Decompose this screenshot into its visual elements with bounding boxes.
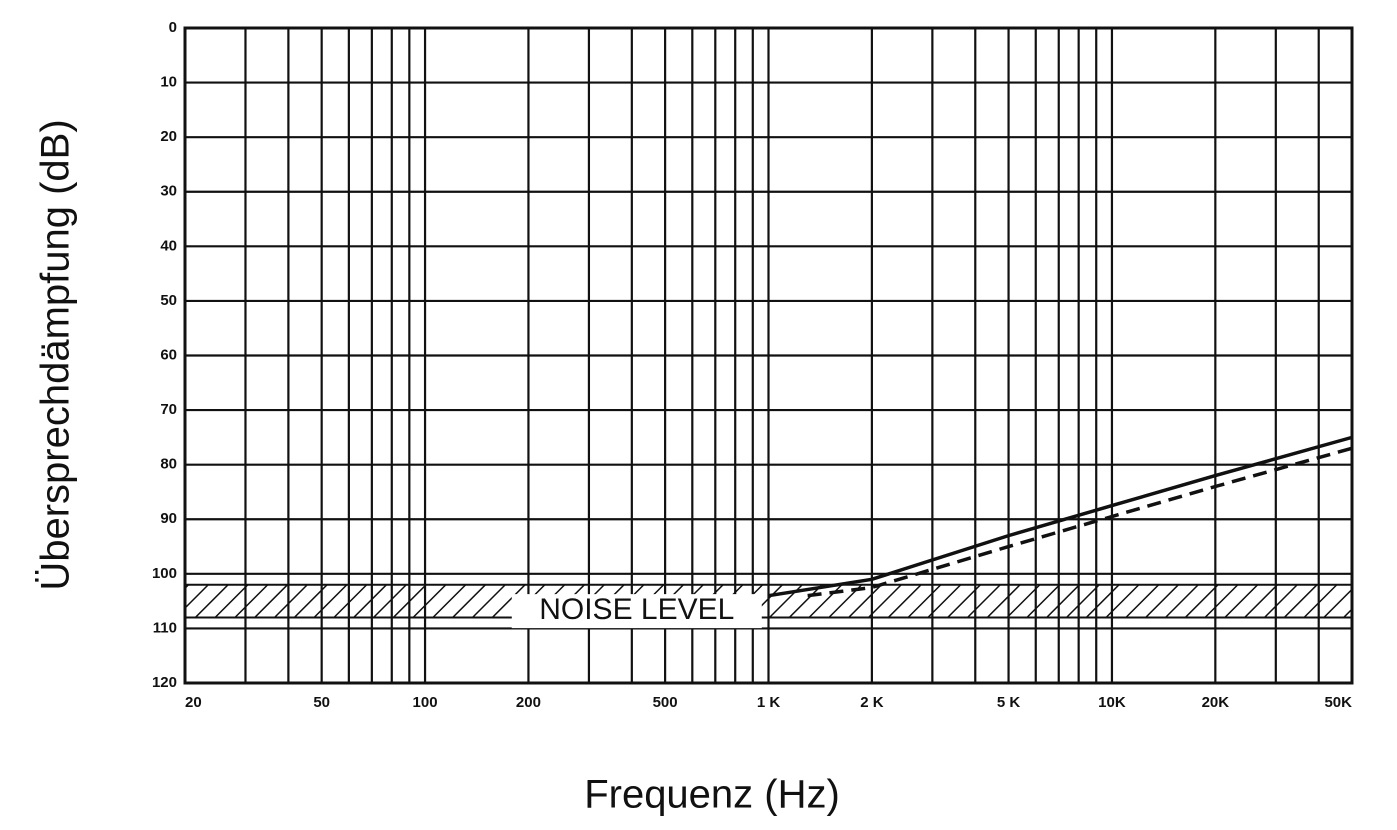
x-tick-label: 5 K [997, 694, 1021, 711]
noise-label: NOISE LEVEL [539, 593, 734, 626]
series-line [807, 446, 1353, 598]
x-tick-label: 200 [516, 694, 541, 711]
y-axis-title: Übersprechdämpfung (dB) [34, 119, 78, 590]
plot: 0 10 20 30 40 50 60 70 80 90 100 110 120 20 50 100 200 50… [152, 19, 1354, 711]
x-tick-label: 10K [1098, 694, 1126, 711]
y-tick-label: 60 [160, 346, 177, 363]
x-axis-title: Frequenz (Hz) [584, 773, 840, 817]
y-tick-label: 40 [160, 237, 177, 254]
x-tick-label: 50 [313, 694, 330, 711]
noise-label-bg [511, 594, 762, 629]
y-tick-label: 0 [169, 19, 177, 36]
y-tick-label: 90 [160, 510, 177, 527]
y-tick-label: 50 [160, 292, 177, 309]
y-tick-label: 20 [160, 128, 177, 145]
x-tick-label: 500 [653, 694, 678, 711]
plot-frame [183, 26, 1354, 685]
x-tick-label: 20 [185, 694, 202, 711]
y-tick-label: 70 [160, 401, 177, 418]
x-tick-label: 100 [413, 694, 438, 711]
y-tick-label: 30 [160, 183, 177, 200]
x-tick-label: 1 K [757, 694, 781, 711]
x-tick-label: 2 K [860, 694, 884, 711]
y-tick-label: 110 [153, 619, 177, 636]
x-tick-label: 50K [1324, 694, 1352, 711]
y-tick-label: 100 [152, 565, 177, 582]
x-tick-label: 20K [1202, 694, 1230, 711]
y-tick-label: 120 [152, 674, 177, 691]
y-tick-label: 10 [160, 74, 177, 91]
y-tick-label: 80 [160, 456, 177, 473]
series-line [768, 435, 1353, 598]
